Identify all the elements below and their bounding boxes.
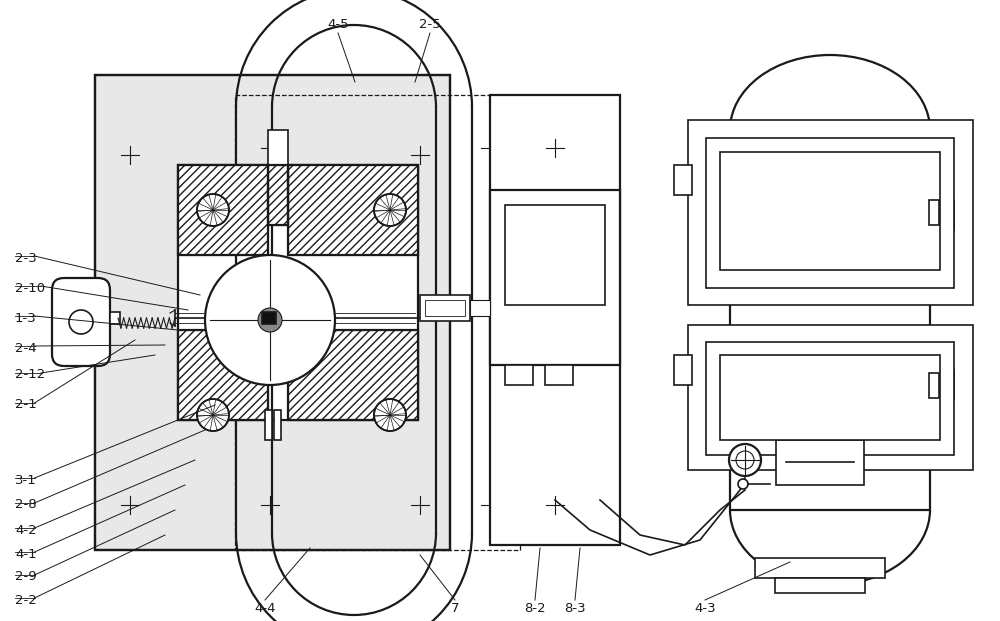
Circle shape [197,399,229,431]
Bar [936,200,954,230]
Bar [688,325,973,470]
Bar [235,95,520,550]
Bar [776,440,864,485]
Circle shape [197,194,229,226]
Bar [268,165,288,225]
Bar [706,138,954,288]
Bar [730,130,930,510]
Text: 1-3: 1-3 [15,312,37,325]
Bar [288,165,418,255]
Bar [95,75,450,550]
Bar [505,205,605,305]
Bar [274,410,281,440]
Text: 4-3: 4-3 [694,602,716,615]
Bar [720,152,940,270]
Circle shape [729,444,761,476]
Bar [178,165,268,255]
Bar [288,330,418,420]
Circle shape [374,399,406,431]
Bar [706,342,954,455]
Circle shape [205,255,335,385]
Text: 2-3: 2-3 [15,252,37,265]
Bar [178,330,268,420]
Bar [268,130,288,165]
Bar [490,95,620,545]
Text: 2-2: 2-2 [15,594,37,607]
Bar [288,165,418,255]
Bar [936,370,954,400]
Text: 2-12: 2-12 [15,368,45,381]
Text: 8-3: 8-3 [564,602,586,615]
Bar [288,330,418,420]
Text: 2-4: 2-4 [15,342,37,355]
Text: 4-4: 4-4 [254,602,276,615]
Text: 3-1: 3-1 [15,473,37,486]
Bar [674,165,692,195]
Bar [425,300,465,316]
Text: 2-5: 2-5 [419,19,441,32]
Circle shape [69,310,93,334]
Bar [265,410,272,440]
Bar [929,373,939,398]
Circle shape [736,451,754,469]
Bar [720,355,940,440]
Text: 2-10: 2-10 [15,281,45,294]
Bar [490,190,620,365]
Bar [110,312,120,324]
Text: 2-8: 2-8 [15,499,37,512]
Bar [178,165,268,255]
Bar [545,365,573,385]
Circle shape [374,194,406,226]
Bar [505,365,533,385]
Text: 2-9: 2-9 [15,571,37,584]
Text: 7: 7 [451,602,459,615]
Bar [470,300,490,316]
Bar [775,578,865,593]
FancyBboxPatch shape [52,278,110,366]
Bar [95,75,450,550]
Text: 2-1: 2-1 [15,399,37,412]
Text: 4-1: 4-1 [15,548,37,561]
Bar [178,330,268,420]
Bar [688,120,973,305]
Bar [420,295,470,321]
Bar [755,558,885,578]
Bar [268,165,288,225]
Bar [929,200,939,225]
Bar [674,355,692,385]
Circle shape [258,308,282,332]
Text: 4-2: 4-2 [15,524,37,537]
Bar [178,165,418,420]
Text: 8-2: 8-2 [524,602,546,615]
Bar [262,312,276,324]
Circle shape [738,479,748,489]
Text: 4-5: 4-5 [327,19,349,32]
